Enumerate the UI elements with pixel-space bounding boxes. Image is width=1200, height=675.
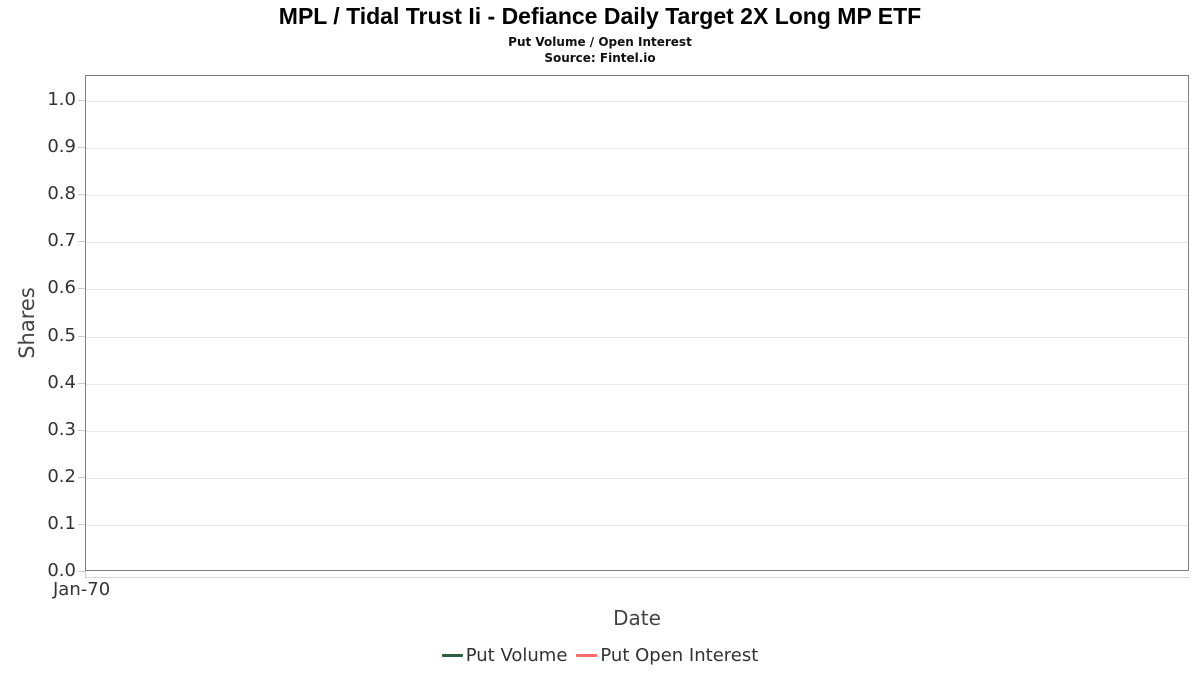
y-tick-mark xyxy=(78,383,85,384)
chart-source-note: Source: Fintel.io xyxy=(544,51,656,65)
y-tick-label: 0.0 xyxy=(47,560,76,581)
gridline xyxy=(86,478,1188,479)
x-tick-label: Jan-70 xyxy=(53,579,111,600)
x-tick-mark xyxy=(85,571,86,578)
gridline xyxy=(86,525,1188,526)
y-tick-mark xyxy=(78,147,85,148)
y-tick-label: 0.4 xyxy=(47,372,76,393)
legend-item-put-open-interest[interactable]: Put Open Interest xyxy=(576,645,758,666)
y-tick-mark xyxy=(78,194,85,195)
y-tick-label: 0.8 xyxy=(47,183,76,204)
legend-item-put-volume[interactable]: Put Volume xyxy=(441,645,568,666)
y-tick-label: 0.6 xyxy=(47,277,76,298)
y-tick-label: 0.2 xyxy=(47,466,76,487)
put-volume-line-marker xyxy=(441,654,463,657)
plot-area xyxy=(85,75,1189,571)
y-tick-mark xyxy=(78,477,85,478)
y-tick-mark xyxy=(78,524,85,525)
y-tick-mark xyxy=(78,430,85,431)
y-tick-mark xyxy=(78,241,85,242)
legend-label-put-open-interest: Put Open Interest xyxy=(600,645,759,666)
gridline xyxy=(86,431,1188,432)
gridline xyxy=(86,289,1188,290)
y-tick-mark xyxy=(78,571,85,572)
y-tick-label: 0.9 xyxy=(47,136,76,157)
y-tick-mark xyxy=(78,336,85,337)
gridline xyxy=(86,242,1188,243)
chart-title: MPL / Tidal Trust Ii - Defiance Daily Ta… xyxy=(278,3,922,29)
y-tick-label: 1.0 xyxy=(47,89,76,110)
x-axis-label: Date xyxy=(613,606,661,630)
gridline xyxy=(86,148,1188,149)
gridline xyxy=(86,101,1188,102)
y-tick-label: 0.5 xyxy=(47,325,76,346)
legend-label-put-volume: Put Volume xyxy=(465,645,568,666)
y-tick-label: 0.1 xyxy=(47,513,76,534)
legend: Put Volume Put Open Interest xyxy=(0,645,1200,666)
gridline xyxy=(86,195,1188,196)
gridline xyxy=(86,337,1188,338)
x-axis-line xyxy=(85,577,1190,578)
y-tick-label: 0.7 xyxy=(47,230,76,251)
y-tick-mark xyxy=(78,100,85,101)
put-open-interest-line-marker xyxy=(576,654,598,657)
gridline xyxy=(86,384,1188,385)
chart-subtitle: Put Volume / Open Interest xyxy=(508,35,692,49)
y-tick-label: 0.3 xyxy=(47,419,76,440)
y-tick-mark xyxy=(78,288,85,289)
